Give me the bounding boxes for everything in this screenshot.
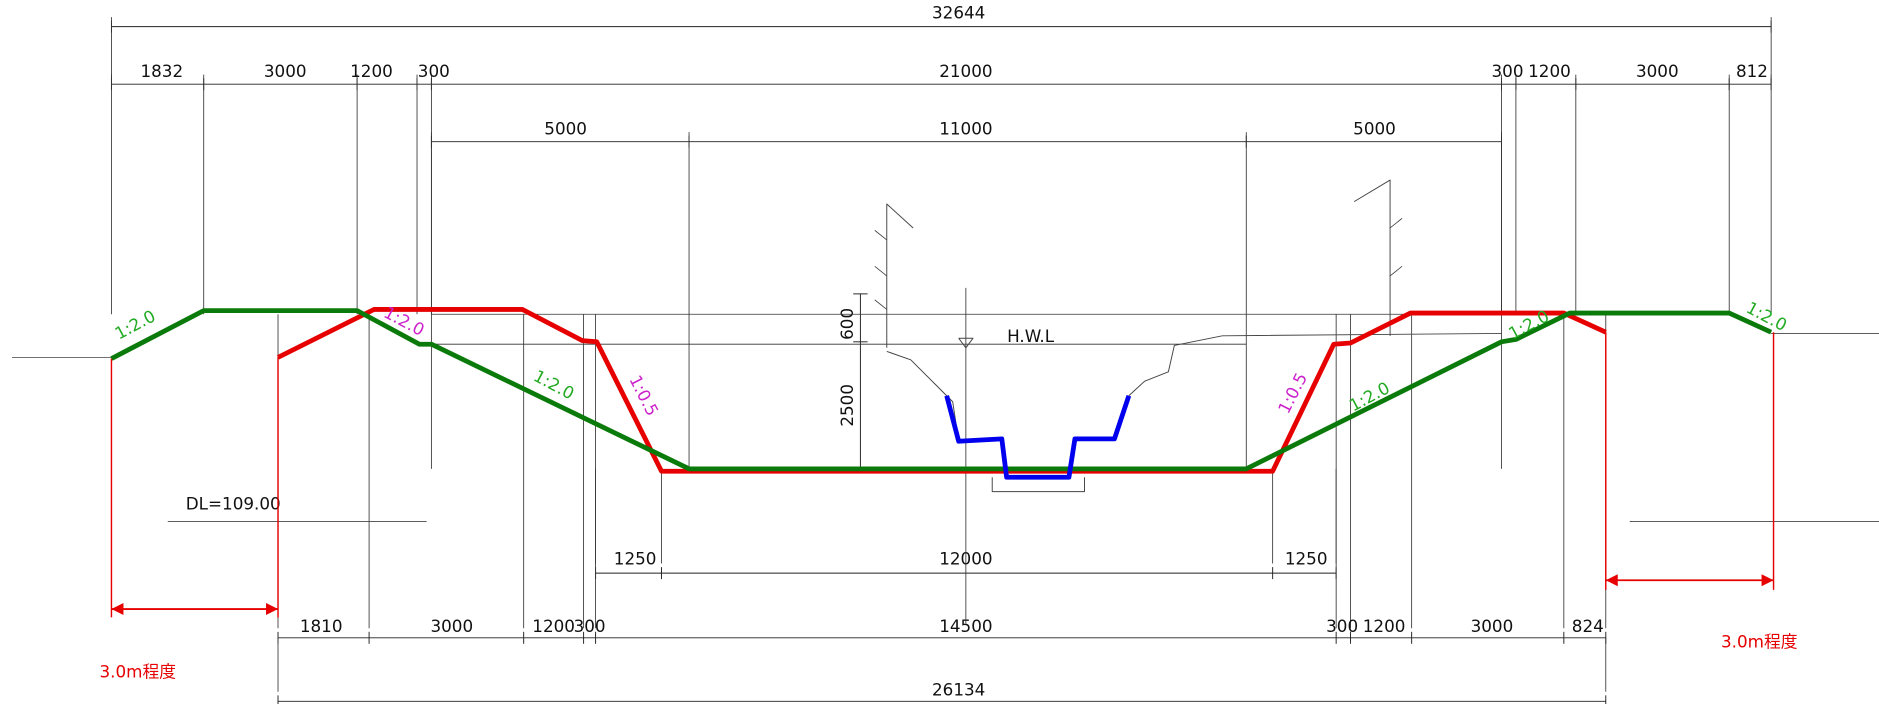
label: 1:0.5 <box>1274 369 1311 416</box>
label: 300 <box>418 61 450 81</box>
label: 824 <box>1572 616 1604 636</box>
label: 3000 <box>1471 616 1514 636</box>
pole <box>887 204 913 348</box>
datum-label: DL=109.00 <box>186 494 281 514</box>
body: {"dimensions": { "overall_top": "32644",… <box>0 0 1879 704</box>
label: 600 <box>837 308 857 340</box>
label: 300 <box>1492 61 1524 81</box>
arrow-head <box>111 603 123 615</box>
label: 3000 <box>264 61 307 81</box>
label: 1200 <box>1363 616 1406 636</box>
pole-arm <box>1390 218 1402 228</box>
cross-section-drawing: 3264418323000120030021000300120030008125… <box>0 0 1879 704</box>
label: 1200 <box>1528 61 1571 81</box>
label: 3000 <box>430 616 473 636</box>
label: 1250 <box>1285 549 1328 569</box>
annotation: 3.0m程度 <box>99 661 176 681</box>
blue-channel <box>947 396 1129 477</box>
label: 1200 <box>350 61 393 81</box>
label: 1200 <box>532 616 575 636</box>
pole <box>1354 180 1390 336</box>
label: 5000 <box>1353 119 1396 139</box>
label: H.W.L <box>1007 326 1055 346</box>
label: 1810 <box>300 616 343 636</box>
label: 11000 <box>939 119 992 139</box>
label: 5000 <box>544 119 587 139</box>
label: 2500 <box>837 384 857 427</box>
arrow-head <box>1606 574 1618 586</box>
arrow-head <box>1762 574 1774 586</box>
label: 32644 <box>932 2 985 22</box>
label: 1832 <box>140 61 183 81</box>
arrow-head <box>266 603 278 615</box>
annotation: 3.0m程度 <box>1721 631 1798 651</box>
label: 300 <box>1326 616 1358 636</box>
page: Cross Section html, body { margin: 0; pa… <box>0 0 1879 704</box>
label: 26134 <box>932 679 985 699</box>
label: 1250 <box>614 549 657 569</box>
pole-arm <box>875 266 887 276</box>
pole-arm <box>875 300 887 310</box>
label: 300 <box>574 616 606 636</box>
pole-arm <box>875 230 887 240</box>
label: 812 <box>1736 61 1768 81</box>
pole-arm <box>1390 266 1402 276</box>
label: 21000 <box>939 61 992 81</box>
label: 3000 <box>1636 61 1679 81</box>
